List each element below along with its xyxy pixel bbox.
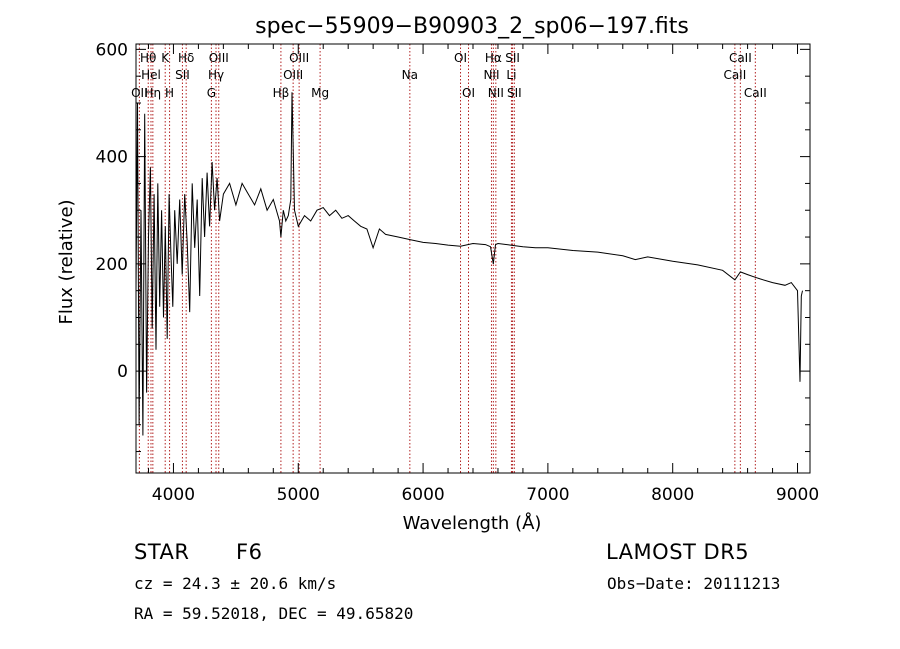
line-label: CaII [723,68,746,82]
x-tick-label: 4000 [152,485,195,505]
survey-name: LAMOST DR5 [606,540,750,564]
line-label: CaII [729,51,752,65]
x-tick-label: 8000 [651,485,694,505]
line-label: OII [131,86,148,100]
line-label: OI [462,86,475,100]
line-label: NII [483,68,499,82]
x-tick-label: 9000 [776,485,819,505]
object-subclass: F6 [236,540,263,564]
sky-coordinates: RA = 59.52018, DEC = 49.65820 [134,604,414,623]
emission-line-labels: OII Hθ Hel Hη K H Hδ SII G Hγ OIII Hβ OIII OIII Mg Na OI… [131,51,767,100]
x-axis: 4000 5000 6000 7000 8000 9000 [147,44,819,505]
line-label: OIII [289,51,309,65]
redshift-cz: cz = 24.3 ± 20.6 km/s [134,574,337,593]
plot-frame [135,43,811,474]
line-label: SII [505,51,520,65]
y-tick-label: 0 [117,362,128,382]
spectrum-series-line [135,92,803,436]
chart-title: spec−55909−B90903_2_sp06−197.fits [255,14,689,39]
line-label: OI [454,51,467,65]
line-label: H [165,86,174,100]
observation-date: Obs−Date: 20111213 [607,574,781,593]
line-label: Hη [145,86,162,100]
emission-line-markers [138,44,756,473]
line-label: Hδ [178,51,194,65]
line-label: Li [506,68,516,82]
line-label: G [207,86,216,100]
object-class: STAR [134,540,190,564]
y-tick-label: 600 [96,40,128,60]
x-tick-label: 7000 [526,485,569,505]
line-label: Hβ [273,86,290,100]
y-tick-label: 400 [96,148,128,168]
y-axis-label: Flux (relative) [56,199,77,324]
y-tick-label: 200 [96,255,128,275]
line-label: OIII [283,68,303,82]
line-label: Hα [485,51,502,65]
y-axis: 0 200 400 600 [96,40,810,453]
line-label: OIII [209,51,229,65]
x-axis-label: Wavelength (Å) [403,512,542,534]
x-tick-label: 5000 [277,485,320,505]
line-label: Na [402,68,418,82]
line-label: SII [507,86,522,100]
x-tick-label: 6000 [401,485,444,505]
line-label: Hγ [208,68,224,82]
line-label: Hθ [140,51,156,65]
line-label: K [161,51,170,65]
line-label: NII [488,86,504,100]
line-label: Mg [311,86,329,100]
line-label: SII [175,68,190,82]
line-label: Hel [141,68,161,82]
line-label: CaII [744,86,767,100]
